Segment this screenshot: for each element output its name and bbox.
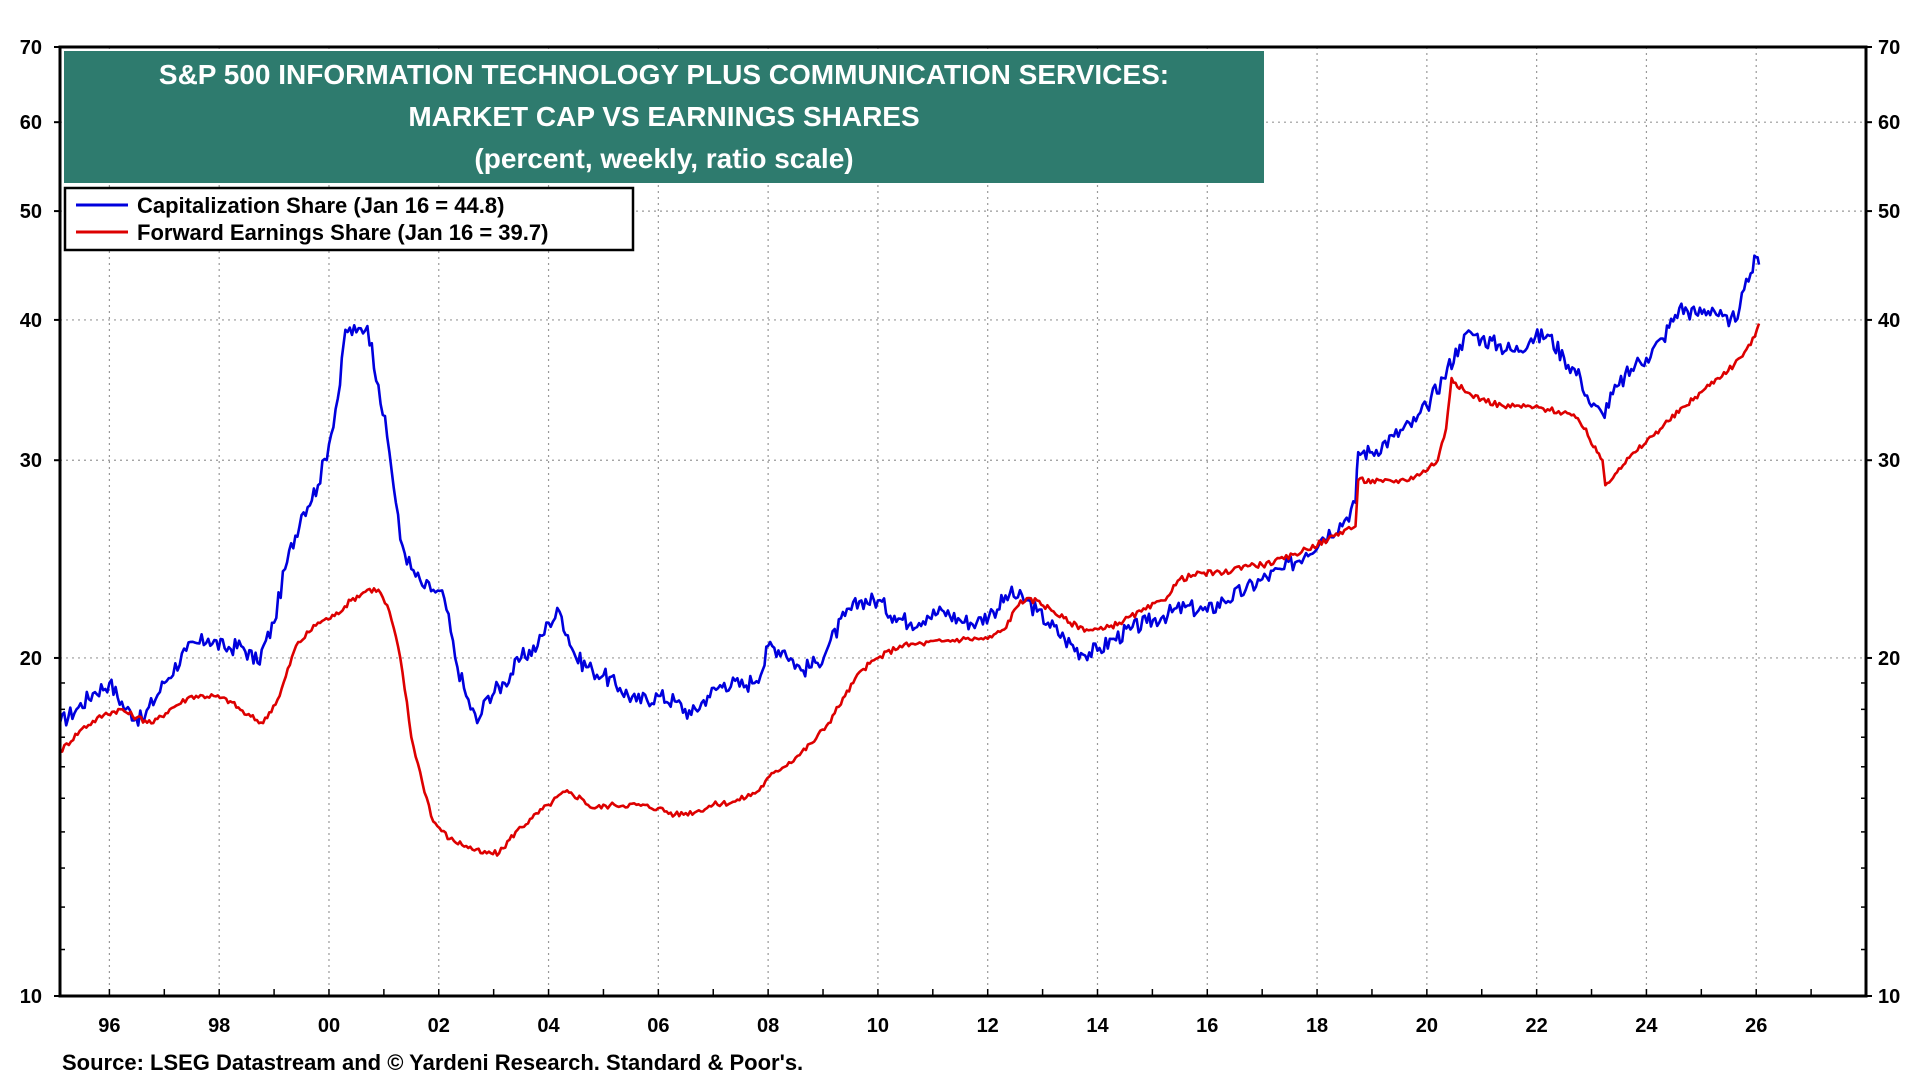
tick-labels: 10 10 20 20 30 30 40 40 50 50 60 60 70 70 96 98 00 02 04 06…: [20, 37, 1901, 1037]
y-tick-label-left: 40: [20, 310, 42, 332]
y-tick-label-right: 10: [1878, 986, 1900, 1008]
x-tick-label: 12: [977, 1015, 999, 1037]
title-line-2: MARKET CAP VS EARNINGS SHARES: [408, 101, 919, 132]
legend-box: [63, 186, 635, 252]
x-tick-label: 06: [647, 1015, 669, 1037]
x-tick-label: 16: [1196, 1015, 1218, 1037]
series-line-forward-earnings-share: [59, 323, 1761, 857]
title-line-1: S&P 500 INFORMATION TECHNOLOGY PLUS COMM…: [159, 59, 1169, 90]
source-note: Source: LSEG Datastream and © Yardeni Re…: [62, 1050, 803, 1075]
series-line-capitalization-share: [58, 254, 1761, 727]
y-tick-label-right: 40: [1878, 310, 1900, 332]
x-tick-label: 10: [867, 1015, 889, 1037]
x-tick-label: 96: [98, 1015, 120, 1037]
x-tick-label: 04: [537, 1015, 560, 1037]
title-line-3: (percent, weekly, ratio scale): [474, 143, 853, 174]
x-tick-label: 24: [1635, 1015, 1658, 1037]
x-tick-label: 18: [1306, 1015, 1328, 1037]
y-tick-label-right: 30: [1878, 450, 1900, 472]
x-tick-label: 02: [428, 1015, 450, 1037]
y-tick-label-left: 50: [20, 201, 42, 223]
y-tick-label-left: 20: [20, 648, 42, 670]
title-box: S&P 500 INFORMATION TECHNOLOGY PLUS COMM…: [64, 51, 1264, 183]
x-tick-label: 26: [1745, 1015, 1767, 1037]
y-tick-label-right: 50: [1878, 201, 1900, 223]
legend-label-cap: Capitalization Share (Jan 16 = 44.8): [137, 193, 504, 218]
series-layer: [58, 254, 1761, 857]
legend: Capitalization Share (Jan 16 = 44.8) For…: [63, 186, 635, 252]
x-tick-label: 00: [318, 1015, 340, 1037]
plot-frame: [58, 45, 1868, 998]
x-tick-label: 98: [208, 1015, 230, 1037]
legend-label-earnings: Forward Earnings Share (Jan 16 = 39.7): [137, 220, 548, 245]
x-tick-label: 08: [757, 1015, 779, 1037]
x-tick-label: 20: [1416, 1015, 1438, 1037]
y-tick-label-right: 20: [1878, 648, 1900, 670]
y-tick-label-right: 60: [1878, 112, 1900, 134]
y-tick-label-left: 30: [20, 450, 42, 472]
y-tick-label-right: 70: [1878, 37, 1900, 59]
x-tick-label: 22: [1526, 1015, 1548, 1037]
y-tick-label-left: 70: [20, 37, 42, 59]
x-tick-label: 14: [1086, 1015, 1109, 1037]
y-tick-label-left: 60: [20, 112, 42, 134]
y-tick-label-left: 10: [20, 986, 42, 1008]
